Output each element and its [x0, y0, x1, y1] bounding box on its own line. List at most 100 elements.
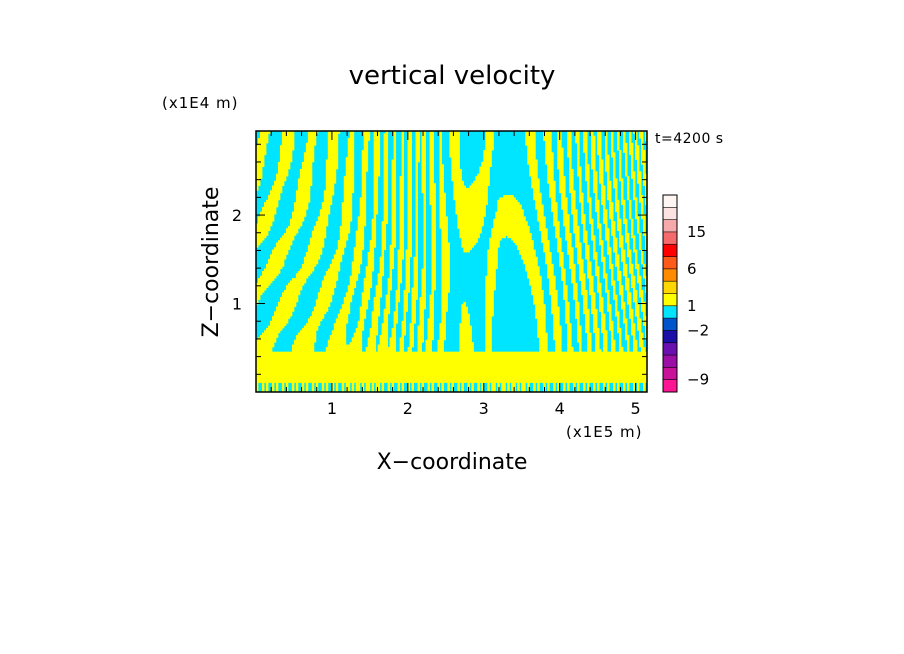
field-cell [635, 313, 640, 317]
field-cell [607, 178, 610, 182]
field-cell [633, 240, 636, 243]
field-cell [301, 382, 305, 386]
field-cell [467, 382, 470, 386]
field-cell [599, 233, 602, 236]
field-cell [549, 190, 556, 194]
field-cell [587, 185, 590, 189]
field-cell [537, 332, 548, 336]
field-cell [585, 247, 590, 251]
field-cell [607, 382, 610, 386]
field-cell [485, 280, 496, 284]
field-cell [287, 282, 305, 286]
field-cell [597, 138, 602, 141]
field-cell [297, 270, 313, 274]
field-cell [539, 349, 548, 353]
field-cell [635, 259, 638, 262]
field-cell [553, 313, 560, 317]
field-cell [641, 149, 646, 153]
field-cell [391, 327, 397, 331]
field-cell [405, 268, 411, 272]
field-cell [629, 261, 632, 265]
field-cell [321, 387, 325, 391]
field-cell [467, 384, 470, 388]
field-cell [381, 237, 387, 241]
field-cell [593, 180, 598, 184]
field-cell [291, 384, 295, 388]
field-cell [631, 176, 636, 179]
field-cell [391, 199, 397, 203]
field-cell [399, 216, 405, 220]
field-cell [461, 308, 468, 312]
field-cell [407, 233, 412, 236]
field-cell [583, 233, 588, 236]
field-cell [327, 268, 341, 272]
field-cell [563, 223, 570, 227]
field-cell [595, 202, 600, 205]
field-cell [297, 183, 313, 186]
field-cell [439, 225, 448, 229]
field-cell [427, 387, 430, 391]
field-cell [481, 164, 492, 167]
field-cell [491, 228, 530, 232]
field-cell [383, 152, 389, 156]
field-cell [299, 268, 315, 272]
field-cell [381, 332, 389, 336]
field-cell [557, 157, 564, 160]
field-cell [617, 268, 620, 272]
field-cell [639, 285, 642, 288]
field-cell [413, 282, 418, 286]
field-cell [619, 285, 624, 288]
field-cell [401, 327, 407, 331]
field-cell [607, 171, 610, 175]
field-cell [423, 209, 426, 213]
field-cell [609, 325, 614, 329]
field-cell [571, 273, 576, 277]
field-cell [571, 195, 576, 198]
field-cell [451, 382, 454, 386]
field-cell [256, 154, 265, 158]
field-cell [369, 327, 379, 331]
field-cell [387, 287, 393, 291]
field-cell [613, 164, 616, 167]
field-cell [401, 145, 405, 149]
field-cell [321, 389, 325, 393]
field-cell [431, 387, 434, 391]
field-cell [527, 161, 538, 165]
field-cell [631, 171, 636, 175]
field-cell [545, 142, 552, 146]
field-cell [283, 233, 297, 236]
field-cell [593, 387, 596, 391]
field-cell [407, 228, 412, 232]
field-cell [609, 320, 614, 324]
field-cell [363, 145, 369, 149]
field-cell [561, 204, 568, 208]
field-cell [617, 211, 620, 215]
field-cell [377, 280, 383, 284]
field-cell [267, 259, 285, 262]
field-cell [455, 202, 488, 205]
field-cell [431, 289, 434, 293]
field-cell [431, 249, 436, 253]
field-cell [609, 209, 614, 213]
field-cell [451, 171, 462, 175]
field-cell [331, 389, 335, 393]
field-cell [585, 325, 590, 329]
field-cell [301, 389, 305, 393]
field-cell [625, 159, 628, 163]
field-cell [415, 152, 420, 156]
field-cell [623, 131, 626, 134]
field-cell [575, 133, 580, 137]
field-cell [429, 185, 436, 189]
field-cell [337, 316, 349, 319]
field-cell [441, 237, 448, 241]
field-cell [383, 195, 389, 198]
field-cell [587, 387, 590, 391]
field-cell [533, 389, 536, 393]
field-cell [415, 233, 418, 236]
field-cell [431, 384, 434, 388]
field-cell [275, 173, 289, 177]
field-cell [623, 268, 628, 272]
field-cell [417, 349, 422, 353]
field-cell [441, 306, 448, 310]
field-cell [423, 197, 426, 201]
